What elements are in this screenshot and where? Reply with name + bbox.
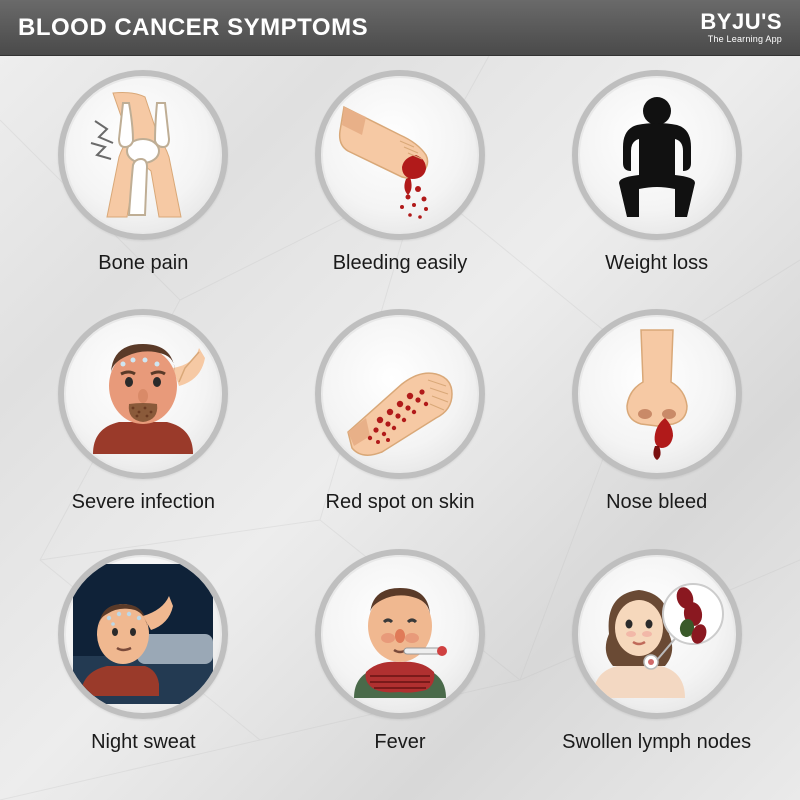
symptom-weight-loss: Weight loss [533, 70, 780, 303]
symptom-nose-bleed: Nose bleed [533, 309, 780, 542]
symptom-label: Red spot on skin [326, 491, 475, 514]
symptom-red-spot: Red spot on skin [277, 309, 524, 542]
symptom-grid: Bone pain Bleeding easily [0, 56, 800, 800]
symptom-circle [572, 309, 742, 479]
symptom-circle [58, 70, 228, 240]
header-bar: BLOOD CANCER SYMPTOMS BYJU'S The Learnin… [0, 0, 800, 56]
red-spot-icon [330, 324, 470, 464]
infection-icon [73, 324, 213, 464]
brand-name: BYJU'S [700, 11, 782, 33]
weight-loss-icon [587, 85, 727, 225]
lymph-icon [587, 564, 727, 704]
symptom-label: Fever [374, 731, 425, 754]
symptom-circle [58, 309, 228, 479]
symptom-swollen-lymph: Swollen lymph nodes [533, 549, 780, 782]
symptom-label: Weight loss [605, 252, 708, 275]
symptom-night-sweat: Night sweat [20, 549, 267, 782]
fever-icon [330, 564, 470, 704]
symptom-severe-infection: Severe infection [20, 309, 267, 542]
symptom-label: Bone pain [98, 252, 188, 275]
bone-pain-icon [73, 85, 213, 225]
bleeding-icon [330, 85, 470, 225]
symptom-label: Severe infection [72, 491, 215, 514]
symptom-label: Swollen lymph nodes [562, 731, 751, 754]
page-title: BLOOD CANCER SYMPTOMS [18, 14, 368, 42]
symptom-label: Bleeding easily [333, 252, 468, 275]
symptom-circle [58, 549, 228, 719]
symptom-circle [572, 70, 742, 240]
nose-bleed-icon [587, 324, 727, 464]
brand-logo: BYJU'S The Learning App [700, 11, 782, 44]
symptom-circle [315, 309, 485, 479]
symptom-bleeding-easily: Bleeding easily [277, 70, 524, 303]
symptom-circle [572, 549, 742, 719]
symptom-fever: Fever [277, 549, 524, 782]
brand-tagline: The Learning App [708, 35, 782, 44]
symptom-circle [315, 549, 485, 719]
symptom-circle [315, 70, 485, 240]
symptom-label: Nose bleed [606, 491, 707, 514]
symptom-label: Night sweat [91, 731, 196, 754]
night-sweat-icon [73, 564, 213, 704]
symptom-bone-pain: Bone pain [20, 70, 267, 303]
